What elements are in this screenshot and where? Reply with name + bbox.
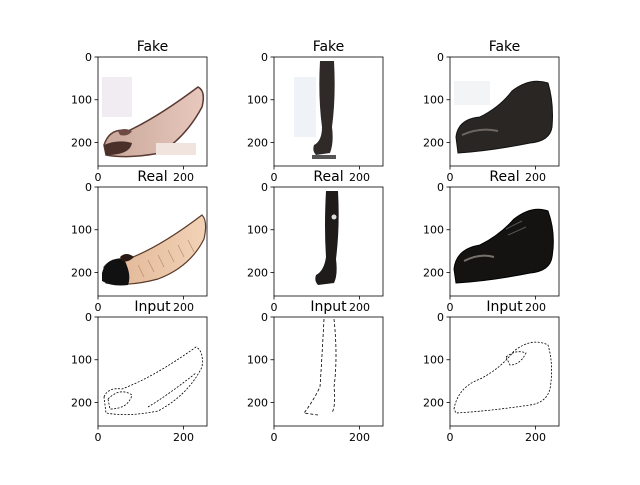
y-tick-label: 100 bbox=[423, 354, 444, 367]
axes-frame bbox=[97, 56, 208, 167]
oxford-edge-image bbox=[453, 341, 552, 414]
y-tick-label: 200 bbox=[71, 136, 92, 149]
axes-frame bbox=[449, 186, 560, 297]
x-tick-label: 200 bbox=[525, 301, 546, 314]
x-tick-label: 200 bbox=[349, 171, 370, 184]
y-tick-label: 200 bbox=[71, 396, 92, 409]
x-tick-label: 0 bbox=[271, 171, 278, 184]
x-tick-label: 200 bbox=[173, 301, 194, 314]
panel-title: Real bbox=[137, 169, 167, 185]
y-tick-label: 100 bbox=[423, 94, 444, 107]
y-tick-label: 100 bbox=[71, 224, 92, 237]
y-tick-label: 0 bbox=[437, 311, 444, 324]
axes-frame bbox=[97, 186, 208, 297]
panel-input-3: Input 0 100 200 0 200 bbox=[423, 299, 560, 444]
x-tick-label: 200 bbox=[173, 431, 194, 444]
panel-fake-3: Fake 0 100 200 0 200 bbox=[423, 39, 560, 184]
panel-title: Input bbox=[134, 299, 171, 315]
x-tick-label: 200 bbox=[173, 171, 194, 184]
y-tick-label: 200 bbox=[247, 396, 268, 409]
x-tick-label: 0 bbox=[95, 301, 102, 314]
y-tick-label: 0 bbox=[261, 181, 268, 194]
axes-frame bbox=[449, 56, 560, 167]
boot-edge-image bbox=[303, 318, 337, 416]
y-tick-label: 0 bbox=[85, 51, 92, 64]
x-tick-label: 200 bbox=[349, 301, 370, 314]
y-tick-label: 200 bbox=[423, 136, 444, 149]
y-tick-label: 200 bbox=[247, 136, 268, 149]
y-tick-label: 200 bbox=[71, 266, 92, 279]
panel-title: Real bbox=[313, 169, 343, 185]
y-tick-label: 100 bbox=[71, 94, 92, 107]
y-tick-label: 100 bbox=[423, 224, 444, 237]
axes-frame bbox=[273, 56, 384, 167]
panel-background bbox=[274, 317, 383, 426]
y-tick-label: 100 bbox=[247, 224, 268, 237]
x-tick-label: 0 bbox=[447, 171, 454, 184]
y-tick-label: 100 bbox=[71, 354, 92, 367]
x-tick-label: 200 bbox=[525, 431, 546, 444]
boot-real-image bbox=[315, 191, 339, 285]
panel-input-1: Input 0 100 200 0 200 bbox=[71, 299, 208, 444]
panel-title: Input bbox=[310, 299, 347, 315]
x-tick-label: 0 bbox=[95, 171, 102, 184]
panel-title: Fake bbox=[313, 39, 345, 55]
panel-title: Input bbox=[486, 299, 523, 315]
panel-title: Real bbox=[489, 169, 519, 185]
axes-frame bbox=[273, 186, 384, 297]
y-tick-label: 0 bbox=[85, 311, 92, 324]
y-tick-label: 100 bbox=[247, 94, 268, 107]
y-tick-label: 0 bbox=[437, 181, 444, 194]
axes-frame bbox=[273, 316, 384, 427]
y-tick-label: 0 bbox=[437, 51, 444, 64]
y-tick-label: 200 bbox=[423, 266, 444, 279]
axes-frame bbox=[97, 316, 208, 427]
panel-real-2: Real 0 100 200 0 200 bbox=[247, 169, 384, 314]
x-tick-label: 0 bbox=[447, 301, 454, 314]
flat-real-image bbox=[102, 214, 207, 286]
oxford-fake-image bbox=[454, 80, 553, 154]
panel-background bbox=[98, 317, 207, 426]
y-tick-label: 200 bbox=[423, 396, 444, 409]
x-tick-label: 0 bbox=[95, 431, 102, 444]
panel-input-2: Input 0 100 200 0 200 bbox=[247, 299, 384, 444]
panel-fake-2: Fake 0 100 200 0 200 bbox=[247, 39, 384, 184]
panel-real-1: Real 0 100 200 0 200 bbox=[71, 169, 208, 314]
y-tick-label: 100 bbox=[247, 354, 268, 367]
flat-fake-image bbox=[102, 77, 205, 158]
x-tick-label: 200 bbox=[349, 431, 370, 444]
x-tick-label: 200 bbox=[525, 171, 546, 184]
x-tick-label: 0 bbox=[447, 431, 454, 444]
panel-fake-1: Fake 0 100 200 0 200 bbox=[71, 39, 208, 184]
axes-frame bbox=[449, 316, 560, 427]
flat-edge-image bbox=[103, 346, 203, 415]
panel-title: Fake bbox=[489, 39, 521, 55]
oxford-real-image bbox=[453, 208, 554, 284]
x-tick-label: 0 bbox=[271, 301, 278, 314]
y-tick-label: 200 bbox=[247, 266, 268, 279]
panel-real-3: Real 0 100 200 0 200 bbox=[423, 169, 560, 314]
panel-background bbox=[450, 317, 559, 426]
x-tick-label: 0 bbox=[271, 431, 278, 444]
panel-title: Fake bbox=[137, 39, 169, 55]
y-tick-label: 0 bbox=[261, 311, 268, 324]
y-tick-label: 0 bbox=[261, 51, 268, 64]
boot-fake-image bbox=[294, 61, 336, 159]
y-tick-label: 0 bbox=[85, 181, 92, 194]
